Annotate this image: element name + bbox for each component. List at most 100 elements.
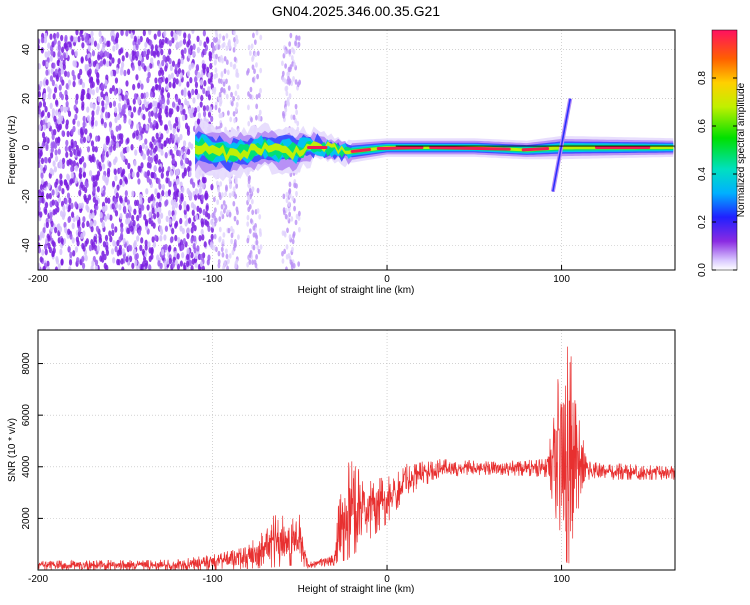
noise-speckle — [176, 263, 181, 270]
snr-x-ticks: -200 -100 0 100 — [28, 565, 570, 585]
noise-speckle — [255, 239, 259, 246]
noise-speckle — [112, 100, 117, 107]
noise-speckle — [95, 108, 100, 116]
noise-speckle — [196, 245, 200, 252]
noise-speckle — [58, 226, 63, 233]
noise-speckle — [237, 234, 240, 240]
noise-speckle — [80, 95, 84, 102]
noise-speckle — [133, 199, 138, 207]
noise-speckle — [69, 178, 73, 185]
noise-speckle — [94, 146, 98, 153]
noise-speckle — [230, 91, 233, 98]
noise-speckle — [125, 80, 129, 87]
noise-speckle — [59, 61, 63, 68]
noise-speckle — [47, 111, 51, 119]
noise-speckle — [202, 177, 206, 184]
noise-speckle — [81, 242, 85, 250]
noise-speckle — [64, 198, 68, 205]
noise-speckle — [138, 54, 143, 61]
noise-speckle — [181, 251, 185, 259]
noise-speckle — [252, 225, 256, 231]
noise-speckle — [155, 122, 159, 130]
noise-speckle — [54, 208, 58, 215]
noise-speckle — [255, 234, 259, 241]
noise-speckle — [122, 237, 126, 245]
noise-speckle — [158, 38, 163, 46]
noise-speckle — [72, 250, 76, 257]
noise-speckle — [95, 174, 100, 181]
noise-speckle — [54, 199, 58, 207]
noise-speckle — [257, 248, 261, 255]
noise-speckle — [162, 103, 166, 110]
noise-speckle — [38, 38, 41, 45]
noise-speckle — [52, 62, 56, 69]
noise-speckle — [194, 194, 198, 201]
noise-speckle — [150, 57, 154, 64]
noise-speckle — [148, 247, 152, 254]
noise-speckle — [38, 161, 41, 169]
noise-speckle — [89, 101, 93, 109]
noise-speckle — [145, 37, 150, 44]
noise-speckle — [197, 112, 202, 119]
noise-speckle — [199, 253, 203, 261]
noise-speckle — [76, 256, 80, 264]
noise-speckle — [199, 101, 203, 108]
noise-speckle — [88, 57, 92, 64]
noise-speckle — [70, 211, 75, 218]
noise-speckle — [110, 129, 114, 137]
noise-speckle — [47, 182, 51, 190]
noise-speckle — [231, 190, 235, 197]
noise-speckle — [169, 149, 173, 156]
noise-speckle — [252, 232, 256, 238]
noise-speckle — [74, 177, 78, 184]
noise-speckle — [61, 46, 65, 53]
noise-speckle — [124, 196, 128, 203]
noise-speckle — [49, 225, 54, 232]
noise-speckle — [57, 118, 61, 125]
noise-speckle — [85, 238, 89, 245]
noise-speckle — [133, 35, 137, 43]
noise-speckle — [186, 70, 191, 77]
noise-speckle — [100, 118, 104, 125]
noise-speckle — [135, 74, 139, 81]
noise-speckle — [147, 241, 151, 248]
noise-speckle — [298, 226, 301, 233]
noise-speckle — [77, 73, 81, 80]
noise-speckle — [158, 142, 162, 149]
noise-speckle — [181, 114, 186, 122]
noise-speckle — [170, 72, 174, 80]
spectrogram-y-ticks: -40 -20 0 20 40 — [21, 44, 43, 253]
noise-speckle — [255, 30, 259, 36]
noise-speckle — [112, 257, 116, 264]
noise-speckle — [159, 119, 163, 126]
noise-speckle — [185, 260, 190, 268]
noise-speckle — [248, 175, 251, 181]
noise-speckle — [43, 92, 47, 100]
noise-speckle — [136, 214, 140, 222]
noise-speckle — [65, 151, 69, 158]
noise-speckle — [148, 117, 152, 124]
noise-speckle — [53, 128, 57, 136]
noise-speckle — [39, 149, 43, 157]
noise-speckle — [102, 163, 106, 170]
noise-speckle — [128, 255, 133, 263]
noise-speckle — [138, 125, 143, 133]
noise-speckle — [109, 146, 113, 153]
noise-speckle — [119, 197, 123, 204]
noise-speckle — [75, 30, 79, 36]
noise-speckle — [179, 40, 183, 47]
noise-speckle — [143, 255, 147, 263]
noise-speckle — [207, 254, 211, 261]
noise-speckle — [169, 123, 173, 131]
noise-speckle — [293, 182, 297, 189]
noise-speckle — [108, 230, 112, 237]
noise-speckle — [40, 157, 45, 165]
noise-speckle — [96, 43, 100, 50]
noise-speckle — [78, 172, 82, 179]
snr-x-tick-label: 0 — [384, 574, 390, 585]
noise-speckle — [223, 68, 227, 74]
noise-speckle — [182, 38, 187, 45]
noise-speckle — [215, 246, 218, 253]
noise-speckle — [190, 237, 194, 244]
noise-speckle — [91, 211, 95, 219]
